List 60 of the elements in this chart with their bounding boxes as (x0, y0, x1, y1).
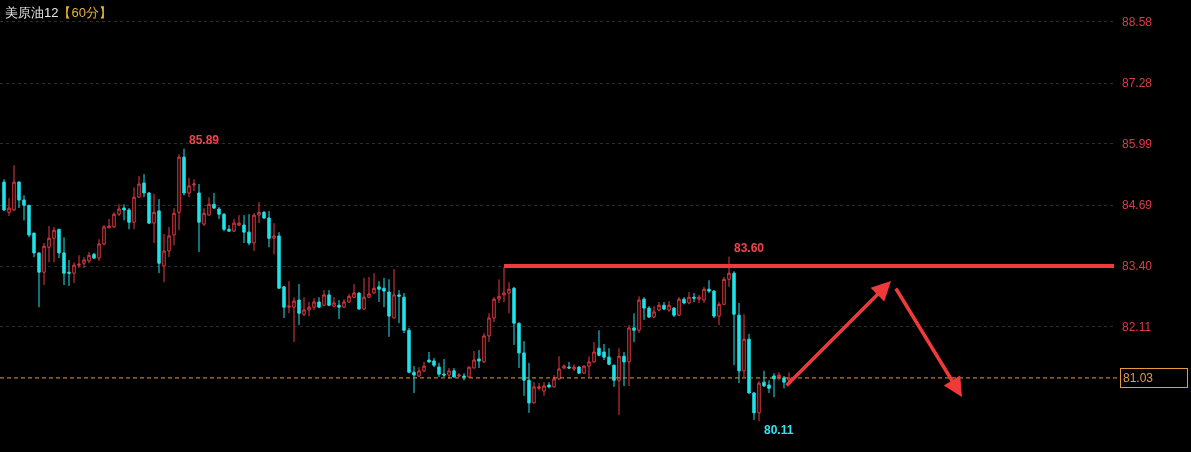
candlestick (462, 372, 466, 381)
candlestick (2, 178, 6, 212)
y-tick-label: 85.99 (1122, 137, 1153, 152)
candlestick (547, 381, 551, 389)
candlestick (572, 363, 576, 372)
candlestick (657, 301, 661, 312)
text: 80.11 (764, 423, 794, 437)
candlestick (737, 302, 741, 384)
y-tick-label: 84.69 (1122, 198, 1153, 213)
candlestick (392, 268, 396, 319)
candlestick (677, 296, 681, 317)
y-tick-label: 82.11 (1122, 320, 1152, 335)
chart-subtitle: 【60分】 (58, 5, 112, 20)
candlestick (182, 148, 186, 196)
candlestick (692, 292, 696, 303)
y-tick-label: 87.28 (1122, 76, 1153, 91)
candlestick (152, 193, 156, 244)
candlestick (197, 183, 201, 253)
y-tick-label: 83.40 (1122, 259, 1153, 274)
candlestick (667, 300, 671, 313)
candlestick (637, 295, 641, 334)
candlestick (322, 289, 326, 307)
candlestick (787, 371, 791, 381)
candlestick (332, 296, 336, 308)
candlestick (317, 296, 321, 309)
candlestick (452, 367, 456, 378)
candlestick (662, 301, 666, 311)
candlestick (297, 283, 301, 326)
candlestick (682, 296, 686, 305)
y-tick-label: 88.58 (1122, 14, 1153, 29)
candlestick (357, 292, 361, 311)
candlestick (627, 324, 631, 387)
candlestick (92, 252, 96, 260)
candlestick (617, 347, 621, 416)
candlestick (742, 313, 746, 378)
candlestick (157, 198, 161, 274)
text: 85.89 (189, 133, 220, 147)
candlestick (687, 291, 691, 305)
candlestick (782, 375, 786, 389)
candlestick (447, 367, 451, 380)
candlestick (272, 222, 276, 255)
candlestick (672, 306, 676, 318)
candlestick (457, 372, 461, 378)
candlestick (567, 361, 571, 370)
candlestick (612, 364, 616, 388)
candlestick (477, 349, 481, 369)
ref-line-label: 81.03 (1123, 371, 1154, 385)
candlestick (757, 380, 761, 422)
text: 83.60 (734, 241, 765, 255)
candlestick (327, 289, 331, 307)
candlestick (772, 372, 776, 398)
candlestick (577, 365, 581, 375)
candlestick (732, 270, 736, 366)
candlestick (177, 153, 181, 231)
candlestick (622, 351, 626, 387)
candlestick (652, 305, 656, 319)
candlestick (777, 371, 781, 381)
candlestick (337, 299, 341, 320)
candlestick (397, 289, 401, 324)
candlestick (632, 312, 636, 343)
